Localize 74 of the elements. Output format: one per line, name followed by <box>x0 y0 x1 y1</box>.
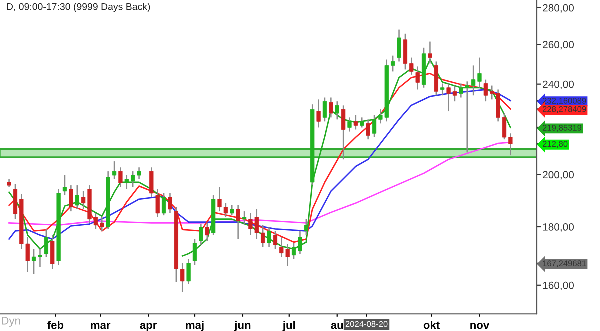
candlestick <box>112 160 117 180</box>
x-tick-label: nov <box>470 323 490 330</box>
candlestick <box>452 85 458 102</box>
candlestick <box>502 112 507 140</box>
chart-title: D, 09:00-17:30 (9999 Days Back) <box>7 3 150 12</box>
candlestick <box>100 216 104 232</box>
candlestick <box>261 224 266 248</box>
candlestick <box>230 204 234 216</box>
candlestick <box>82 190 86 210</box>
candlestick <box>218 186 222 212</box>
x-tick-label: mar <box>91 323 111 330</box>
candlestick <box>403 33 408 70</box>
y-tick-label: 212,80 <box>542 141 568 148</box>
candlestick <box>416 66 420 90</box>
candlestick <box>32 248 36 275</box>
x-tick-label: 2024-08-20 <box>346 321 388 328</box>
candlestick <box>199 224 204 246</box>
candlestick <box>329 97 334 118</box>
x-tick-label: jul <box>282 321 296 331</box>
candlestick <box>508 132 513 156</box>
candlestick <box>354 114 358 130</box>
y-tick-label: 160,00 <box>543 282 574 291</box>
candlestick <box>273 230 278 250</box>
candlestick <box>341 105 346 160</box>
y-tick-label: 200,00 <box>543 171 574 180</box>
y-tick-label: 219,85319 <box>542 125 582 132</box>
y-tick-label: 180,00 <box>543 224 574 232</box>
candlestick <box>304 218 308 236</box>
candlestick <box>397 29 402 62</box>
candlestick <box>186 258 191 286</box>
candlestick <box>372 114 377 138</box>
y-tick-label: 228,278409 <box>542 106 586 114</box>
candlestick <box>124 174 129 190</box>
candlestick <box>360 117 364 128</box>
candlestick <box>471 65 476 96</box>
x-tick-label: apr <box>140 323 158 331</box>
y-tick-label: 232,160089 <box>542 98 586 105</box>
candlestick <box>428 41 432 64</box>
candlestick <box>446 83 451 112</box>
y-tick-label: 240,00 <box>543 80 574 90</box>
candlestick <box>118 166 123 188</box>
candlestick <box>180 262 185 293</box>
x-tick-label: okt <box>424 321 440 330</box>
candlestick <box>242 210 247 226</box>
candlestick <box>335 100 340 120</box>
candlestick <box>440 83 445 96</box>
candlestick <box>322 97 328 122</box>
candlestick <box>150 166 154 198</box>
candlestick <box>50 234 55 270</box>
candlestick <box>366 119 370 140</box>
candlestick <box>75 184 80 210</box>
candlestick <box>162 192 166 216</box>
x-tick-label: au <box>331 323 344 330</box>
candlestick <box>348 117 352 132</box>
candlestick <box>168 192 172 214</box>
candlestick <box>69 184 74 212</box>
y-tick-label: 260,00 <box>543 41 574 50</box>
candlestick <box>224 202 228 218</box>
candlestick <box>94 212 98 230</box>
candlestick <box>205 222 210 242</box>
x-tick-label: maj <box>186 321 204 331</box>
text: Dyn <box>2 317 20 328</box>
candlestick <box>236 204 240 240</box>
candlestick <box>267 226 272 248</box>
y-tick-label: 167,249681 <box>543 260 586 268</box>
y-tick-label: 280,00 <box>543 4 574 14</box>
candlestick <box>316 99 321 128</box>
x-tick-label: jun <box>234 321 251 331</box>
candlestick <box>156 188 160 218</box>
x-tick-label: feb <box>48 321 64 330</box>
candlestick <box>484 79 488 102</box>
candlestick <box>391 55 396 72</box>
candlestick <box>62 174 68 196</box>
candlestick <box>410 57 414 76</box>
